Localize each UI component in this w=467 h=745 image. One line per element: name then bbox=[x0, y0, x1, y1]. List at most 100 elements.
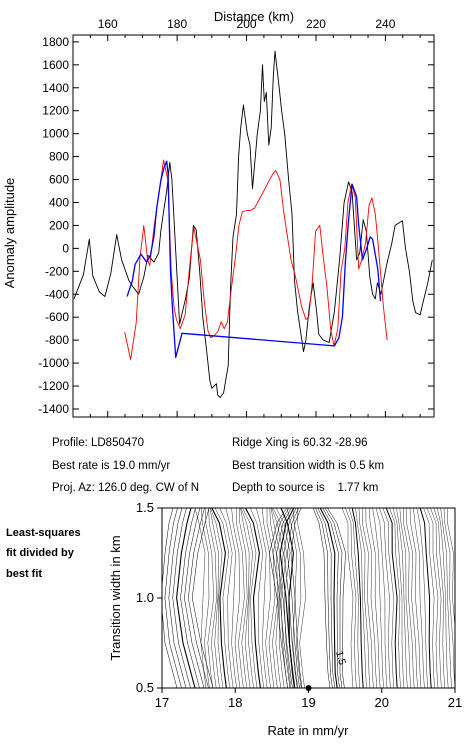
profile-id-text: Profile: LD850470 bbox=[52, 437, 144, 449]
y-tick-label: -1200 bbox=[38, 379, 69, 393]
top-series-group bbox=[73, 50, 433, 398]
contour-line bbox=[433, 508, 445, 688]
contour-line bbox=[239, 508, 248, 688]
contour-x-tick-label: 18 bbox=[228, 695, 242, 710]
side-note-line-3: best fit bbox=[6, 568, 42, 580]
y-tick-label: 1600 bbox=[42, 58, 69, 72]
y-tick-label: 200 bbox=[49, 218, 69, 232]
contour-line bbox=[385, 508, 398, 688]
contour-line bbox=[194, 508, 207, 688]
contour-line bbox=[269, 508, 279, 688]
contour-line bbox=[443, 508, 455, 688]
side-note: Least-squares fit divided by best fit bbox=[6, 527, 81, 580]
contour-line bbox=[416, 508, 428, 688]
y-tick-label: 0 bbox=[62, 241, 69, 255]
series-line-1 bbox=[124, 159, 388, 361]
contour-line bbox=[351, 508, 364, 688]
y-tick-label: -600 bbox=[45, 310, 69, 324]
contour-line bbox=[315, 508, 333, 688]
y-tick-label: 800 bbox=[49, 150, 69, 164]
y-tick-label: 1800 bbox=[42, 35, 69, 49]
y-tick-label: 600 bbox=[49, 173, 69, 187]
contour-line bbox=[172, 508, 191, 688]
contour-line bbox=[200, 508, 210, 688]
contour-line bbox=[240, 508, 254, 688]
contour-line bbox=[184, 508, 205, 688]
best-fit-point bbox=[305, 685, 312, 691]
contour-line bbox=[214, 508, 230, 688]
contour-line bbox=[409, 508, 422, 688]
contour-x-axis-ticks: 17 18 19 20 21 bbox=[155, 688, 462, 710]
top-y-axis-label: Anomaly amplitude bbox=[2, 178, 17, 289]
contour-line bbox=[372, 508, 384, 688]
contour-x-tick-label: 20 bbox=[375, 695, 389, 710]
contour-line bbox=[240, 508, 251, 688]
contour-line bbox=[162, 508, 178, 688]
side-note-line-1: Least-squares bbox=[6, 527, 81, 539]
y-tick-label: 1000 bbox=[42, 127, 69, 141]
contour-line bbox=[276, 508, 293, 688]
best-transition-text: Best transition width is 0.5 km bbox=[232, 460, 384, 472]
contour-line bbox=[406, 508, 418, 688]
contour-line bbox=[250, 508, 264, 688]
contour-line bbox=[389, 508, 401, 688]
contour-line bbox=[210, 508, 224, 688]
contour-line bbox=[231, 508, 241, 688]
contour-y-tick-label: 1.0 bbox=[136, 590, 154, 605]
contour-line bbox=[283, 508, 298, 688]
contour-x-axis-label: Rate in mm/yr bbox=[268, 723, 350, 738]
y-tick-label: -1400 bbox=[38, 402, 69, 416]
contour-line bbox=[327, 508, 346, 688]
contour-line bbox=[287, 508, 300, 688]
best-rate-text: Best rate is 19.0 mm/yr bbox=[52, 460, 170, 472]
contour-line bbox=[176, 508, 196, 688]
top-x-axis-ticks: 160 180 200 220 240 bbox=[98, 17, 396, 417]
y-tick-label: -800 bbox=[45, 333, 69, 347]
contour-line bbox=[396, 508, 408, 688]
contour-line bbox=[312, 508, 331, 688]
top-x-tick-label: 160 bbox=[98, 17, 118, 31]
contour-line bbox=[191, 508, 214, 688]
contour-line bbox=[382, 508, 394, 688]
depth-to-source-text: Depth to source is 1.77 km bbox=[232, 482, 378, 494]
contour-line bbox=[355, 508, 367, 688]
anomaly-profile-chart: 160 180 200 220 240 -1400-1200-1000-800-600-… bbox=[2, 9, 435, 418]
y-tick-label: 400 bbox=[49, 195, 69, 209]
top-x-axis-label: Distance (km) bbox=[214, 9, 294, 24]
y-tick-label: 1400 bbox=[42, 81, 69, 95]
projection-azimuth-text: Proj. Az: 126.0 deg. CW of N bbox=[52, 482, 199, 494]
contour-line bbox=[341, 508, 354, 688]
contour-line bbox=[269, 508, 288, 688]
contour-x-tick-label: 21 bbox=[448, 695, 462, 710]
contour-line bbox=[379, 508, 391, 688]
top-minor-ticks bbox=[72, 35, 421, 417]
contour-line bbox=[208, 508, 217, 688]
contour-line bbox=[437, 508, 449, 688]
contour-y-tick-label: 1.5 bbox=[136, 500, 154, 515]
contour-line bbox=[292, 508, 302, 688]
contour-line bbox=[297, 508, 306, 688]
profile-annotations: Profile: LD850470 Best rate is 19.0 mm/y… bbox=[52, 437, 384, 494]
contour-line bbox=[426, 508, 439, 688]
contour-line bbox=[399, 508, 411, 688]
side-note-line-2: fit divided by bbox=[6, 547, 75, 559]
ridge-crossing-text: Ridge Xing is 60.32 -28.96 bbox=[232, 437, 368, 449]
y-tick-label: 1200 bbox=[42, 104, 69, 118]
series-line-2 bbox=[126, 160, 382, 358]
contour-y-axis-label: Transition width in km bbox=[108, 535, 123, 660]
contour-line bbox=[392, 508, 405, 688]
contour-line bbox=[262, 508, 271, 688]
contour-lines bbox=[162, 508, 455, 688]
contour-line bbox=[423, 508, 435, 688]
contour-line bbox=[188, 508, 209, 688]
contour-line bbox=[362, 508, 374, 688]
top-x-tick-label: 180 bbox=[167, 17, 187, 31]
contour-line bbox=[322, 508, 340, 688]
contour-line bbox=[375, 508, 388, 688]
contour-x-tick-label: 17 bbox=[155, 695, 169, 710]
contour-line bbox=[413, 508, 425, 688]
contour-line bbox=[317, 508, 336, 688]
contour-line bbox=[430, 508, 442, 688]
contour-line bbox=[209, 508, 220, 688]
